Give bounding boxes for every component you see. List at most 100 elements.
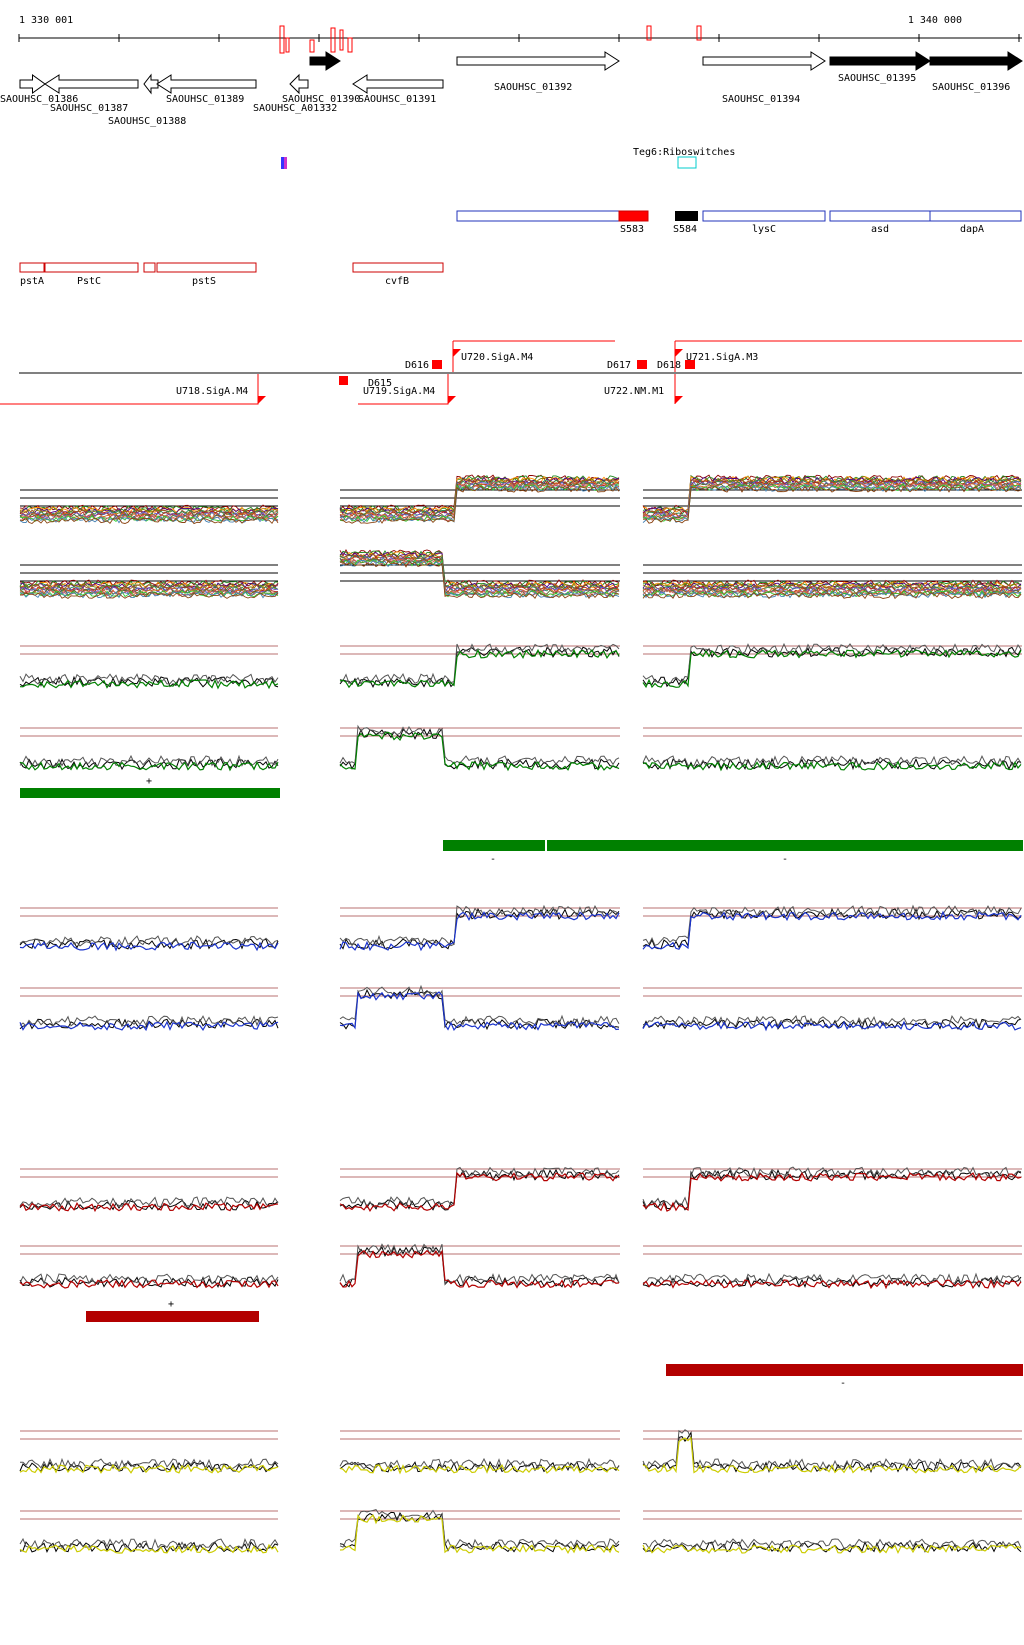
- gene-label-1387[interactable]: SAOUHSC_01387: [50, 103, 128, 114]
- segment-bar-red-minus[interactable]: [666, 1364, 1023, 1376]
- gene-label-1388[interactable]: SAOUHSC_01388: [108, 116, 186, 127]
- signal-line-color[interactable]: [339, 1464, 620, 1475]
- signal-line-color[interactable]: [19, 1543, 279, 1554]
- signal-line-color[interactable]: [642, 1171, 1022, 1212]
- ruler-feature-mark[interactable]: [285, 37, 290, 53]
- ruler-feature-mark[interactable]: [339, 29, 344, 51]
- operon-segment-1392[interactable]: [456, 210, 620, 222]
- gene-label-1389[interactable]: SAOUHSC_01389: [166, 94, 244, 105]
- multi-signal-line: [642, 480, 1022, 519]
- gene-label-1390[interactable]: SAOUHSC_01390: [282, 94, 360, 105]
- tu-block[interactable]: [339, 376, 348, 385]
- gene-arrow-gA1332[interactable]: [289, 73, 309, 95]
- ruler-feature-mark[interactable]: [347, 37, 353, 53]
- operon-feature-asd[interactable]: [829, 210, 931, 222]
- gene-arrow-g1396[interactable]: [929, 51, 1023, 71]
- segment-bar-red-plus[interactable]: [86, 1311, 259, 1322]
- operon-feature-s583[interactable]: [618, 210, 649, 222]
- gene-arrow-g1386[interactable]: [19, 74, 46, 94]
- signal-line-color[interactable]: [339, 991, 620, 1032]
- segment-bar-green-minus-2[interactable]: [547, 840, 1023, 851]
- gene-arrow-g1392[interactable]: [456, 51, 620, 71]
- signal-line-black: [339, 988, 620, 1031]
- tu-block[interactable]: [637, 360, 647, 369]
- tu-arrow-tip: [453, 349, 461, 357]
- signal-line-grey: [19, 935, 279, 947]
- signal-line-color[interactable]: [19, 1463, 279, 1474]
- signal-line-color[interactable]: [19, 1020, 279, 1032]
- gene-label-1395[interactable]: SAOUHSC_01395: [838, 73, 916, 84]
- gene-box-pstc[interactable]: [44, 262, 139, 273]
- signal-line-grey: [19, 673, 279, 685]
- signal-line-color[interactable]: [339, 911, 620, 952]
- gene-label-1394[interactable]: SAOUHSC_01394: [722, 94, 800, 105]
- gene-arrow-g1389[interactable]: [156, 74, 257, 94]
- gene-box-psta[interactable]: [19, 262, 45, 273]
- gene-arrow-g1387[interactable]: [44, 74, 139, 94]
- signal-line-grey: [642, 1014, 1022, 1028]
- operon-label-asd: asd: [871, 224, 889, 235]
- multi-signal-line: [642, 589, 1022, 598]
- signal-line-color[interactable]: [642, 910, 1022, 950]
- tu-block[interactable]: [432, 360, 442, 369]
- gene-label-1391[interactable]: SAOUHSC_01391: [358, 94, 436, 105]
- signal-line-black: [19, 758, 279, 771]
- signal-line-grey: [339, 1243, 620, 1286]
- gene-box-cvfb[interactable]: [352, 262, 444, 273]
- signal-line-color[interactable]: [642, 1544, 1022, 1555]
- signal-line-grey: [642, 1166, 1022, 1208]
- multi-signal-line: [339, 481, 620, 520]
- marker-magenta: [284, 157, 287, 169]
- gene-arrow-g1388[interactable]: [143, 73, 159, 95]
- signal-line-color[interactable]: [19, 941, 279, 952]
- ruler-feature-mark[interactable]: [279, 25, 285, 54]
- operon-feature-dapa[interactable]: [929, 210, 1022, 222]
- signal-line-color[interactable]: [339, 1249, 620, 1289]
- segment-bar-green-minus-1[interactable]: [443, 840, 545, 851]
- gene-arrow-g1394[interactable]: [702, 51, 826, 71]
- signal-line-color[interactable]: [642, 649, 1022, 689]
- multi-signal-line: [339, 560, 620, 600]
- signal-line-color[interactable]: [19, 678, 279, 690]
- signal-line-color[interactable]: [642, 1020, 1022, 1032]
- multi-signal-line: [642, 485, 1022, 524]
- gene-label-1392[interactable]: SAOUHSC_01392: [494, 82, 572, 93]
- multi-signal-line: [642, 484, 1022, 523]
- signal-line-color[interactable]: [19, 1279, 279, 1289]
- neg-strand-gene-track: pstA PstC pstS cvfB: [19, 262, 444, 287]
- segment-bar-green-plus[interactable]: [20, 788, 280, 798]
- gene-arrow-g1391[interactable]: [352, 74, 444, 94]
- ruler-feature-mark[interactable]: [696, 25, 702, 41]
- gene-label-1386[interactable]: SAOUHSC_01386: [0, 94, 78, 105]
- multi-signal-line: [339, 484, 620, 524]
- signal-line-color[interactable]: [19, 761, 279, 772]
- ruler-feature-mark[interactable]: [309, 39, 315, 53]
- signal-line-black: [19, 1275, 279, 1289]
- signal-line-color[interactable]: [339, 731, 620, 772]
- ruler-feature-mark[interactable]: [646, 25, 652, 41]
- signal-line-color[interactable]: [642, 1436, 1022, 1474]
- ruler-end-label: 1 340 000: [908, 15, 962, 26]
- signal-line-color[interactable]: [19, 1201, 279, 1213]
- gene-arrow-g1390[interactable]: [309, 51, 341, 71]
- signal-line-color[interactable]: [642, 1278, 1022, 1290]
- operon-feature-s584[interactable]: [675, 211, 698, 221]
- gene-arrow-g1395[interactable]: [829, 51, 931, 71]
- signal-line-grey: [19, 1015, 279, 1027]
- tu-block[interactable]: [685, 360, 695, 369]
- signal-line-color[interactable]: [339, 648, 620, 689]
- gene-box-small[interactable]: [143, 262, 156, 273]
- gene-label-1396[interactable]: SAOUHSC_01396: [932, 82, 1010, 93]
- gene-box-psts[interactable]: [156, 262, 257, 273]
- ruler-feature-mark[interactable]: [330, 27, 336, 53]
- multi-signal-line: [19, 579, 279, 587]
- signal-line-color[interactable]: [642, 760, 1022, 772]
- tu-arrow-tip: [258, 396, 266, 404]
- riboswitch-box[interactable]: [677, 156, 697, 169]
- gene-label-a01332[interactable]: SAOUHSC_A01332: [253, 103, 337, 114]
- tu-label-u718: U718.SigA.M4: [176, 386, 248, 397]
- signal-line-color[interactable]: [339, 1514, 620, 1555]
- signal-line-color[interactable]: [339, 1171, 620, 1212]
- operon-feature-lysc[interactable]: [702, 210, 826, 222]
- signal-line-grey: [19, 1196, 279, 1208]
